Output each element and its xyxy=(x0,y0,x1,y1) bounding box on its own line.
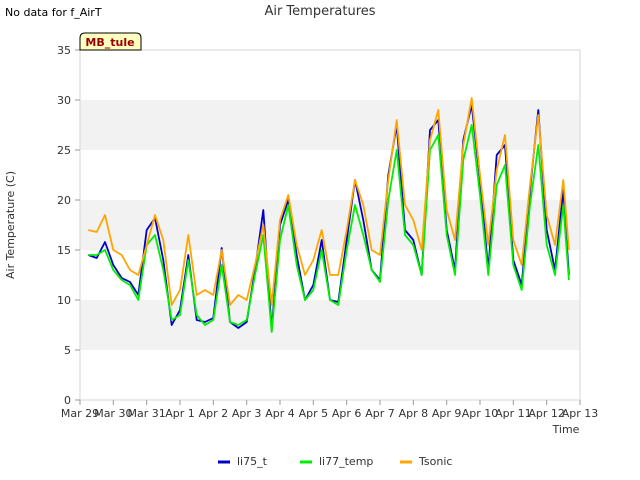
x-tick-label: Apr 9 xyxy=(432,407,462,420)
x-tick-label: Apr 8 xyxy=(399,407,429,420)
y-axis-label: Air Temperature (C) xyxy=(4,171,17,279)
chart-title: Air Temperatures xyxy=(264,4,376,19)
no-data-notice: No data for f_AirT xyxy=(5,6,102,19)
x-tick-label: Apr 3 xyxy=(232,407,262,420)
grid-band xyxy=(80,100,580,150)
y-tick-label: 35 xyxy=(57,44,71,57)
x-tick-label: Apr 6 xyxy=(332,407,362,420)
grid-band xyxy=(80,50,580,100)
x-tick-label: Mar 29 xyxy=(61,407,99,420)
plot-area xyxy=(79,49,581,401)
grid-band xyxy=(80,350,580,400)
legend-label: Tsonic xyxy=(418,455,452,468)
x-tick-label: Mar 31 xyxy=(128,407,166,420)
x-tick-label: Apr 4 xyxy=(265,407,295,420)
grid-bands xyxy=(80,50,580,400)
y-tick-label: 30 xyxy=(57,94,71,107)
series-lines xyxy=(87,97,570,333)
series-line-li77_temp xyxy=(88,124,570,333)
legend-label: li77_temp xyxy=(319,455,373,468)
grid-band xyxy=(80,300,580,350)
y-tick-label: 20 xyxy=(57,194,71,207)
x-tick-label: Apr 7 xyxy=(365,407,395,420)
x-tick-label: Apr 13 xyxy=(562,407,599,420)
y-axis: 0 5 10 15 20 25 30 35 xyxy=(57,44,80,407)
y-tick-label: 5 xyxy=(64,344,71,357)
x-tick-label: Apr 12 xyxy=(528,407,565,420)
grid-band xyxy=(80,200,580,250)
x-tick-label: Apr 10 xyxy=(462,407,499,420)
station-badge-label: MB_tule xyxy=(85,36,134,49)
y-tick-label: 15 xyxy=(57,244,71,257)
station-badge: MB_tule xyxy=(79,32,142,51)
y-tick-label: 10 xyxy=(57,294,71,307)
x-tick-label: Apr 2 xyxy=(199,407,229,420)
x-tick-label: Apr 5 xyxy=(299,407,329,420)
x-tick-label: Mar 30 xyxy=(94,407,132,420)
x-tick-label: Apr 1 xyxy=(165,407,195,420)
series-line-Tsonic xyxy=(88,97,570,306)
y-tick-label: 25 xyxy=(57,144,71,157)
x-axis-label: Time xyxy=(552,423,580,436)
legend-label: li75_t xyxy=(237,455,268,468)
x-tick-label: Apr 11 xyxy=(495,407,532,420)
legend: li75_t li77_temp Tsonic xyxy=(218,455,452,468)
y-tick-label: 0 xyxy=(64,394,71,407)
